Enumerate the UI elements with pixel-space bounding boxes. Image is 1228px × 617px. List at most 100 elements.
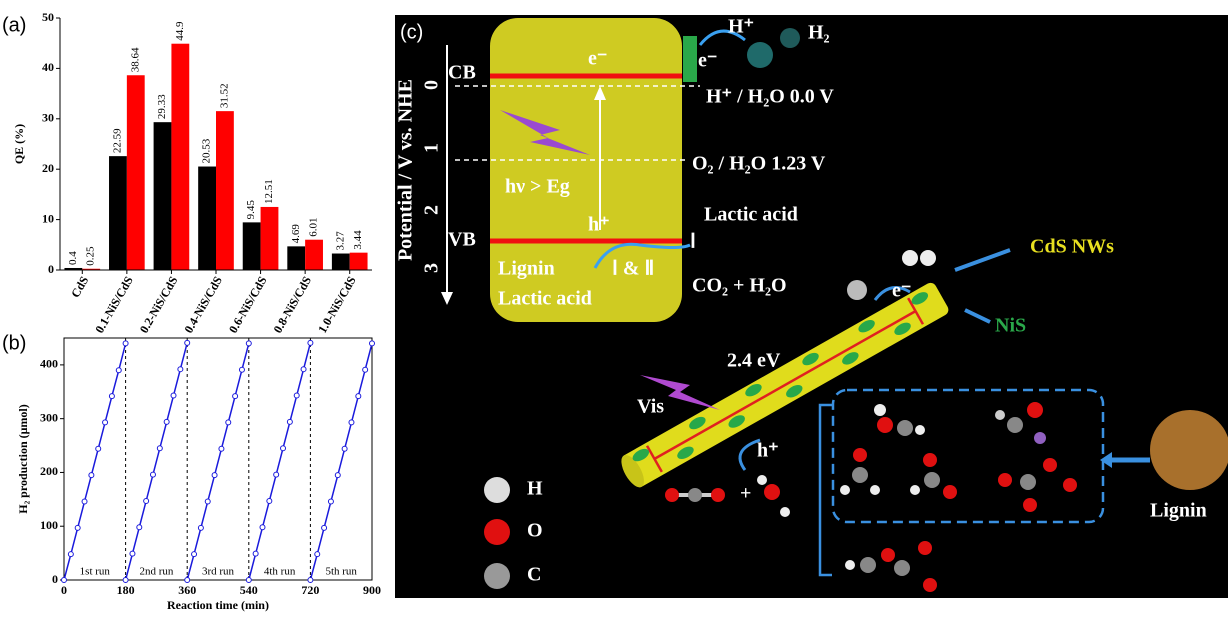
plus: + xyxy=(740,483,751,505)
point xyxy=(322,525,327,530)
point xyxy=(212,473,217,478)
cb-label: CB xyxy=(448,62,476,84)
bar xyxy=(350,253,368,270)
point xyxy=(123,578,128,583)
axis-tick: 0 xyxy=(421,80,443,90)
point xyxy=(328,499,333,504)
bar xyxy=(305,240,323,270)
panel-label: (b) xyxy=(2,332,26,354)
run-label: 5th run xyxy=(325,566,357,578)
point xyxy=(335,473,340,478)
x-tick-label: 0.2-NiS/CdS xyxy=(137,274,181,336)
point xyxy=(308,340,313,345)
point xyxy=(82,499,87,504)
point xyxy=(109,394,114,399)
page: (c) CB VB e⁻ h⁺ hν > Eg Lignin Lactic ac… xyxy=(0,0,1228,617)
point xyxy=(178,367,183,372)
x-axis-label: Reaction time (min) xyxy=(167,598,269,612)
value-label: 29.33 xyxy=(156,94,168,119)
axis-tick: 3 xyxy=(421,263,443,273)
redox-level: H⁺ / H₂O 0.0 V xyxy=(706,86,834,108)
rod-label: CdS NWs xyxy=(1030,236,1114,258)
electron: e⁻ xyxy=(588,48,607,70)
y-tick-label: 100 xyxy=(40,518,58,532)
bubble xyxy=(747,42,773,68)
atom xyxy=(847,280,867,300)
point xyxy=(356,394,361,399)
bar xyxy=(154,122,172,270)
electron: e⁻ xyxy=(892,280,911,302)
run-line xyxy=(126,343,188,580)
pathway-label: Ⅰ xyxy=(690,231,696,253)
point xyxy=(205,499,210,504)
point xyxy=(239,367,244,372)
point xyxy=(370,341,375,346)
redox-level: O₂ / H₂O 1.23 V xyxy=(692,153,826,175)
legend-label: C xyxy=(527,564,541,586)
point xyxy=(116,368,121,373)
pathway-label: Ⅰ & Ⅱ xyxy=(612,258,654,280)
bar xyxy=(261,207,279,270)
hole: h⁺ xyxy=(588,214,610,236)
point xyxy=(363,367,368,372)
x-tick-label: 0.1-NiS/CdS xyxy=(92,274,136,336)
point xyxy=(164,419,169,424)
legend-atom xyxy=(484,563,510,589)
y-tick-label: 40 xyxy=(42,60,54,74)
point xyxy=(281,446,286,451)
band-gap: 2.4 eV xyxy=(727,350,781,372)
run-label: 4th run xyxy=(264,566,296,578)
value-label: 44.9 xyxy=(174,21,186,41)
atom xyxy=(688,488,702,502)
point xyxy=(185,578,190,583)
point xyxy=(157,446,162,451)
vb-label: VB xyxy=(448,229,476,251)
value-label: 0.4 xyxy=(67,251,79,265)
x-tick-label: 900 xyxy=(363,583,381,597)
y-tick-label: 50 xyxy=(42,10,54,24)
atom xyxy=(764,484,780,500)
y-tick-label: 30 xyxy=(42,111,54,125)
point xyxy=(150,472,155,477)
run-line xyxy=(249,343,311,580)
bar xyxy=(243,222,261,270)
x-tick-label: 720 xyxy=(301,583,319,597)
x-tick-label: 0.8-NiS/CdS xyxy=(270,274,314,336)
axis-label: Potential / V vs. NHE xyxy=(395,79,417,261)
bar xyxy=(127,75,145,270)
legend-label: O xyxy=(527,520,543,542)
y-tick-label: 20 xyxy=(42,161,54,175)
point xyxy=(294,393,299,398)
point xyxy=(130,551,135,556)
legend-atom xyxy=(484,519,510,545)
value-label: 31.52 xyxy=(218,83,230,108)
excitation-label: hν > Eg xyxy=(505,176,570,198)
run-label: 2nd run xyxy=(139,566,173,578)
value-label: 22.59 xyxy=(111,128,123,153)
point xyxy=(349,420,354,425)
point xyxy=(75,525,80,530)
atom xyxy=(780,507,790,517)
hole: h⁺ xyxy=(757,440,779,462)
legend-label: H xyxy=(527,478,543,500)
point xyxy=(260,525,265,530)
point xyxy=(137,525,142,530)
y-axis-label: QE (%) xyxy=(12,124,26,164)
y-tick-label: 400 xyxy=(40,357,58,371)
point xyxy=(68,552,73,557)
point xyxy=(123,341,128,346)
substrate: Lactic acid xyxy=(498,288,592,310)
point xyxy=(96,446,101,451)
x-tick-label: 1.0-NiS/CdS xyxy=(315,274,359,336)
run-label: 3rd run xyxy=(202,566,235,578)
atom xyxy=(757,475,767,485)
point xyxy=(219,446,224,451)
point xyxy=(274,472,279,477)
y-tick-label: 300 xyxy=(40,410,58,424)
run-line xyxy=(310,343,372,580)
point xyxy=(171,393,176,398)
diagram: (c) CB VB e⁻ h⁺ hν > Eg Lignin Lactic ac… xyxy=(395,15,1228,598)
point xyxy=(185,340,190,345)
run-label: 1st run xyxy=(80,566,111,578)
x-tick-label: 180 xyxy=(117,583,135,597)
